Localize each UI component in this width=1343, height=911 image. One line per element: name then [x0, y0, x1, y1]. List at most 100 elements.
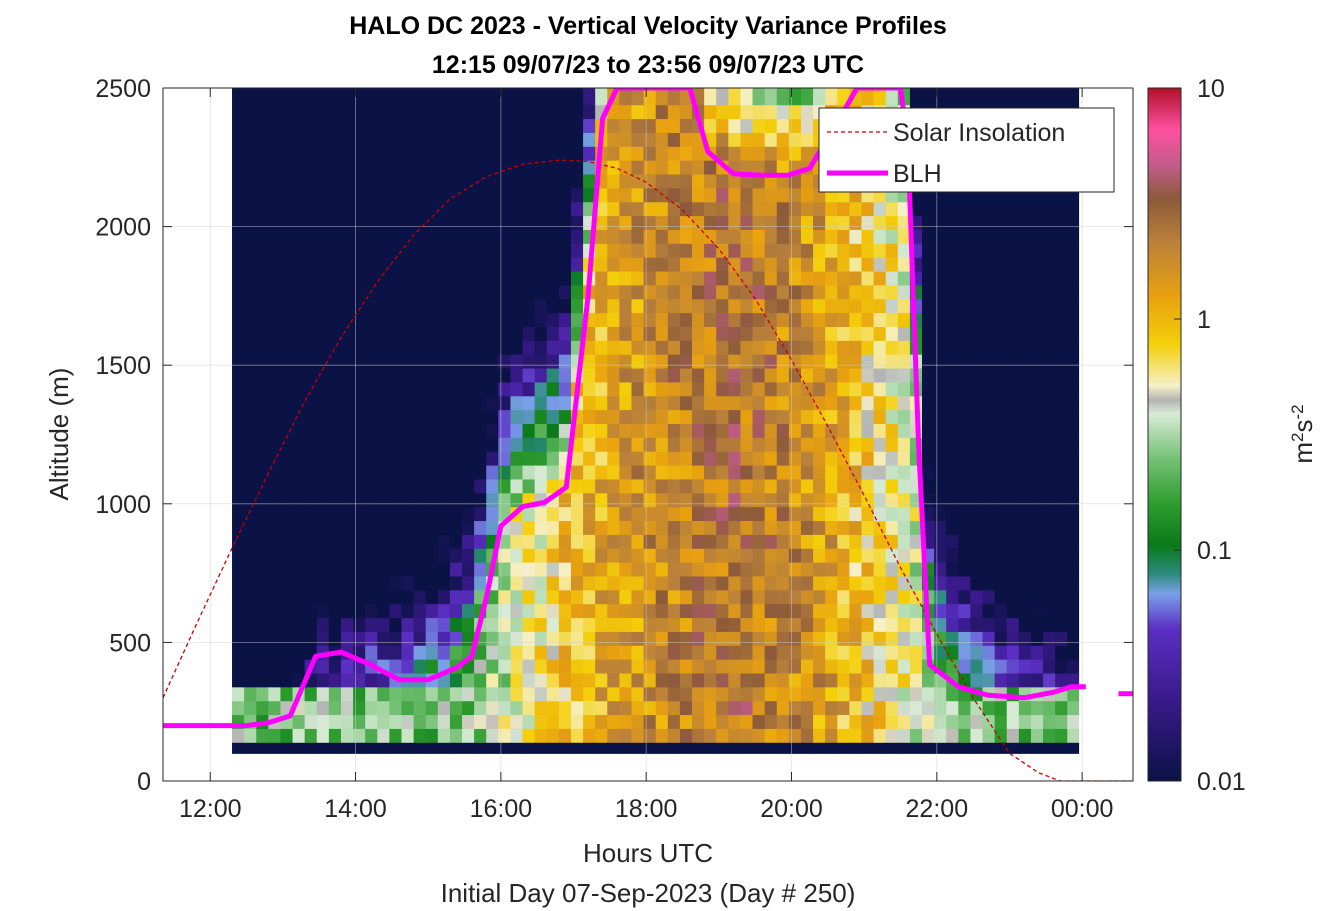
heatmap-cell: [353, 229, 366, 244]
heatmap-cell: [873, 340, 887, 355]
heatmap-cell: [716, 340, 729, 355]
heatmap-cell: [897, 548, 911, 563]
heatmap-cell: [764, 548, 778, 563]
heatmap-cell: [825, 700, 838, 716]
heatmap-cell: [244, 270, 257, 286]
heatmap-cell: [401, 548, 415, 563]
legend-box: [818, 107, 1115, 193]
heatmap-cell: [1030, 312, 1044, 327]
colorbar-tick-label: 10: [1197, 75, 1225, 103]
heatmap-cell: [462, 270, 475, 286]
heatmap-cell: [365, 437, 378, 452]
heatmap-cell: [474, 173, 487, 189]
heatmap-cell: [922, 88, 935, 106]
heatmap-cell: [704, 270, 717, 286]
heatmap-cell: [897, 395, 911, 411]
heatmap-cell: [740, 215, 754, 230]
heatmap-cell: [800, 257, 814, 272]
heatmap-cell: [510, 409, 524, 425]
heatmap-cell: [1055, 589, 1068, 605]
heatmap-cell: [328, 381, 342, 397]
heatmap-cell: [353, 326, 366, 341]
heatmap-cell: [340, 395, 354, 411]
heatmap-cell: [861, 603, 875, 619]
heatmap-cell: [897, 617, 911, 632]
heatmap-cell: [474, 146, 487, 161]
heatmap-cell: [897, 326, 911, 341]
heatmap-cell: [909, 645, 923, 660]
heatmap-cell: [316, 742, 330, 754]
heatmap-cell: [813, 700, 826, 716]
heatmap-cell: [474, 395, 487, 411]
heatmap-cell: [922, 340, 935, 355]
chart-title: HALO DC 2023 - Vertical Velocity Varianc…: [349, 12, 947, 40]
heatmap-cell: [377, 201, 390, 217]
heatmap-cell: [498, 631, 512, 646]
heatmap-cell: [510, 173, 524, 189]
heatmap-cell: [546, 686, 560, 702]
heatmap-cell: [1018, 326, 1032, 341]
heatmap-cell: [897, 340, 911, 355]
heatmap-cell: [909, 742, 923, 754]
heatmap-cell: [788, 672, 802, 688]
heatmap-cell: [1067, 659, 1080, 674]
heatmap-cell: [813, 617, 826, 632]
heatmap-cell: [1055, 381, 1068, 397]
heatmap-cell: [631, 686, 645, 702]
heatmap-cell: [1018, 589, 1032, 605]
heatmap-cell: [546, 381, 560, 397]
heatmap-cell: [437, 270, 451, 286]
heatmap-cell: [970, 728, 984, 743]
heatmap-cell: [776, 659, 790, 674]
heatmap-cell: [692, 257, 705, 272]
heatmap-cell: [813, 575, 826, 591]
heatmap-cell: [970, 423, 984, 438]
heatmap-cell: [474, 298, 487, 314]
heatmap-cell: [377, 548, 390, 563]
heatmap-cell: [595, 617, 608, 632]
heatmap-cell: [776, 381, 790, 397]
heatmap-cell: [462, 88, 475, 106]
heatmap-cell: [437, 534, 451, 549]
heatmap-cell: [365, 173, 378, 189]
heatmap-cell: [486, 104, 499, 120]
heatmap-cell: [546, 478, 560, 494]
heatmap-cell: [449, 451, 463, 466]
heatmap-cell: [570, 534, 584, 549]
heatmap-cell: [449, 340, 463, 355]
heatmap-cell: [752, 686, 766, 702]
heatmap-cell: [643, 340, 657, 355]
heatmap-cell: [1043, 700, 1056, 716]
heatmap-cell: [1030, 326, 1044, 341]
heatmap-cell: [885, 340, 899, 355]
heatmap-cell: [401, 423, 415, 438]
heatmap-cell: [679, 173, 693, 189]
heatmap-cell: [328, 340, 342, 355]
heatmap-cell: [679, 575, 693, 591]
heatmap-cell: [970, 312, 984, 327]
heatmap-cell: [462, 492, 475, 508]
heatmap-cell: [1006, 478, 1020, 494]
heatmap-cell: [897, 201, 911, 217]
heatmap-cell: [328, 589, 342, 605]
heatmap-cell: [607, 229, 620, 244]
heatmap-cell: [583, 409, 596, 425]
heatmap-cell: [764, 464, 778, 480]
heatmap-cell: [752, 520, 766, 535]
heatmap-cell: [413, 132, 427, 147]
heatmap-cell: [256, 409, 269, 425]
heatmap-cell: [825, 243, 838, 258]
heatmap-cell: [679, 464, 693, 480]
heatmap-cell: [328, 686, 342, 702]
heatmap-cell: [909, 88, 923, 106]
heatmap-cell: [897, 464, 911, 480]
heatmap-cell: [849, 340, 863, 355]
heatmap-cell: [861, 409, 875, 425]
heatmap-cell: [667, 243, 681, 258]
heatmap-cell: [232, 451, 245, 466]
heatmap-cell: [667, 714, 681, 729]
heatmap-cell: [365, 257, 378, 272]
heatmap-cell: [861, 270, 875, 286]
heatmap-cell: [268, 548, 282, 563]
heatmap-cell: [449, 118, 463, 133]
